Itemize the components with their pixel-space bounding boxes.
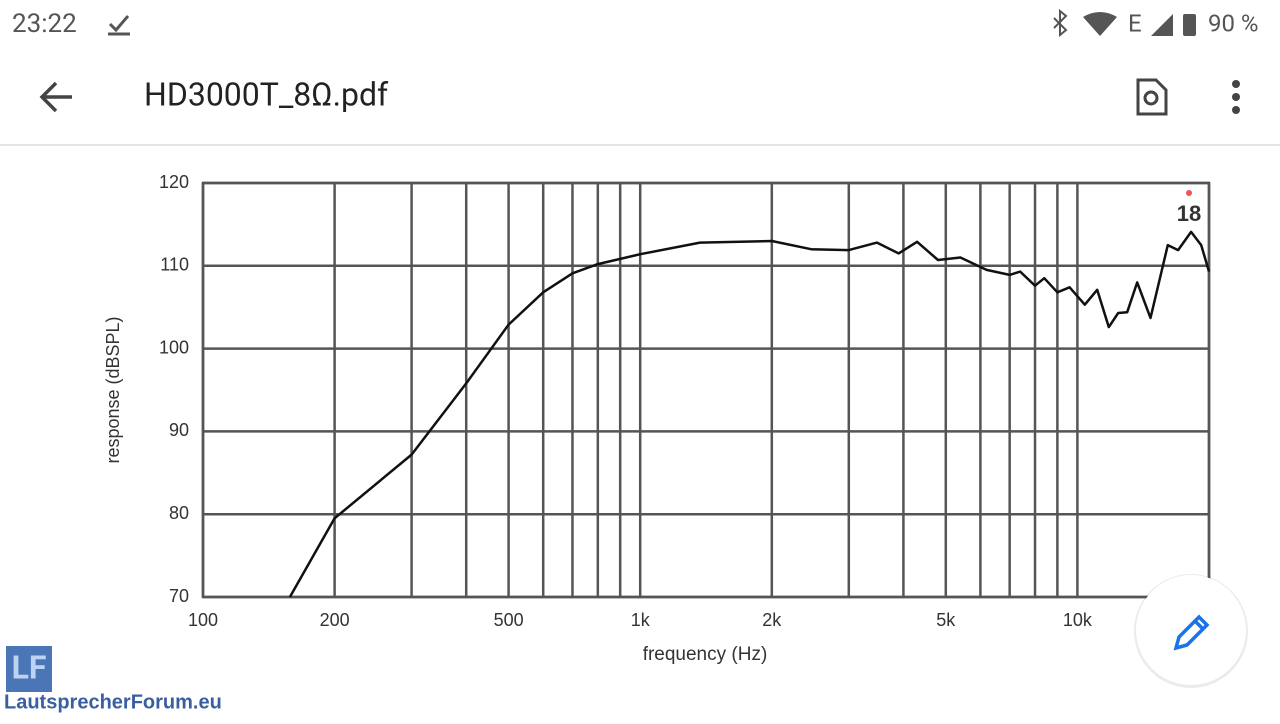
annotation: 18: [1177, 201, 1201, 226]
status-time: 23:22: [12, 9, 77, 39]
wifi-icon: [1083, 12, 1117, 36]
x-tick-label: 500: [494, 610, 524, 630]
x-tick-label: 1k: [631, 610, 651, 630]
logo-box: [6, 646, 52, 692]
bluetooth-icon: [1053, 8, 1068, 38]
x-tick-label: 10k: [1063, 610, 1093, 630]
x-tick-label: 200: [320, 610, 350, 630]
y-tick-label: 120: [159, 172, 189, 192]
logo-text: LF: [12, 648, 47, 686]
battery-icon: [1183, 14, 1196, 36]
x-tick-label: 2k: [762, 610, 782, 630]
document-title: HD3000T_8Ω.pdf: [144, 75, 389, 113]
y-tick-label: 80: [169, 503, 189, 523]
x-tick-label: 100: [188, 610, 218, 630]
dot: [1232, 93, 1240, 101]
fab: [1136, 575, 1246, 685]
y-tick-label: 110: [160, 255, 189, 275]
y-tick-label: 70: [169, 586, 189, 606]
signal-icon: [1151, 14, 1173, 36]
y-axis-label: response (dBSPL): [103, 316, 123, 463]
more-button[interactable]: [1232, 80, 1240, 114]
dot: [1232, 106, 1240, 114]
check-icon: [108, 15, 130, 33]
search-button[interactable]: [1136, 78, 1168, 116]
search-doc-icon: [1136, 78, 1168, 116]
chart: response (dBSPL) frequency (Hz) 70 80 90 10…: [103, 172, 1211, 665]
y-tick-label: 90: [169, 420, 189, 440]
back-button[interactable]: [39, 81, 72, 113]
marker-dot: [1186, 190, 1192, 196]
pencil-icon: [1173, 614, 1210, 651]
y-tick-label: 100: [159, 337, 189, 357]
watermark-site: LautsprecherForum.eu: [4, 691, 222, 713]
battery-level: 90 %: [1208, 9, 1259, 37]
x-axis-label: frequency (Hz): [643, 644, 768, 665]
search-lens: [1143, 90, 1159, 106]
x-tick-label: 5k: [936, 610, 956, 630]
dot: [1232, 80, 1240, 88]
response-curve: [288, 230, 1211, 598]
network-type: E: [1128, 9, 1142, 37]
edit-fab[interactable]: [1134, 574, 1248, 688]
